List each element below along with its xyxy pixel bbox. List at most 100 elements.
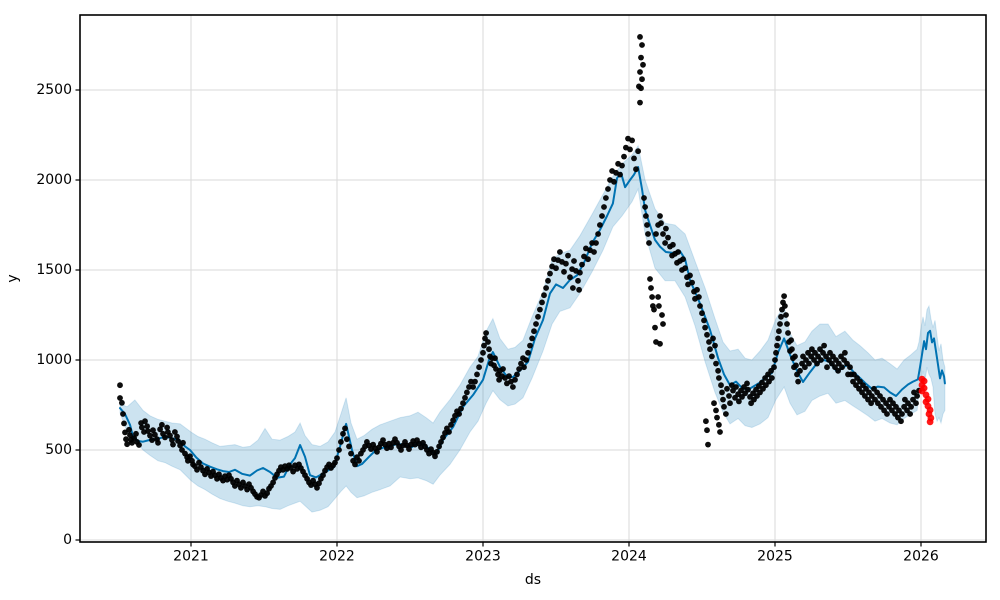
forecast-line-path xyxy=(119,166,946,479)
observed-points-marker xyxy=(570,285,576,291)
observed-points-marker xyxy=(167,432,173,439)
axes-background xyxy=(80,15,986,542)
observed-points-marker xyxy=(806,360,812,367)
observed-points-marker xyxy=(601,204,607,210)
observed-points-marker xyxy=(647,276,653,282)
observed-points-marker xyxy=(506,373,512,380)
observed-points-marker xyxy=(640,61,646,68)
observed-points-marker xyxy=(814,360,820,367)
observed-points-marker xyxy=(462,394,468,401)
observed-points-marker xyxy=(334,455,340,461)
observed-points-marker xyxy=(432,453,438,460)
observed-points-marker xyxy=(599,213,605,219)
observed-points-marker xyxy=(478,357,484,363)
observed-points-marker xyxy=(709,353,715,360)
observed-points-marker xyxy=(605,186,611,192)
observed-points-marker xyxy=(576,286,582,293)
observed-points-marker xyxy=(332,459,338,466)
observed-points-marker xyxy=(336,447,342,453)
observed-points-marker xyxy=(792,353,798,360)
observed-points-marker xyxy=(585,256,591,263)
observed-points-marker xyxy=(537,306,543,313)
observed-points-marker xyxy=(129,439,135,446)
observed-points-marker xyxy=(124,441,130,448)
observed-points-marker xyxy=(162,434,168,441)
observed-points-marker xyxy=(914,393,920,399)
observed-points-marker xyxy=(627,146,633,153)
observed-points-marker xyxy=(774,342,780,349)
observed-points-marker xyxy=(523,357,529,363)
observed-points-marker xyxy=(648,285,654,291)
observed-points-marker xyxy=(119,399,125,406)
observed-points-marker xyxy=(516,366,522,372)
observed-points-marker xyxy=(123,436,129,443)
observed-points-marker xyxy=(775,335,781,342)
observed-points-marker xyxy=(714,414,720,421)
observed-points-marker xyxy=(657,340,663,347)
observed-points-marker xyxy=(470,384,476,390)
observed-points-marker xyxy=(839,364,845,371)
observed-points-marker xyxy=(533,321,539,327)
observed-points-marker xyxy=(545,277,551,284)
y-tick-label: 1000 xyxy=(36,352,72,368)
observed-points-marker xyxy=(468,378,474,385)
observed-points-marker xyxy=(466,384,472,390)
observed-points-marker xyxy=(670,241,676,248)
observed-points-marker xyxy=(543,285,549,291)
observed-points-marker xyxy=(656,303,662,309)
observed-points-marker xyxy=(492,355,498,362)
observed-points-marker xyxy=(577,269,583,276)
observed-points-marker xyxy=(781,293,787,299)
future-actual-points-marker xyxy=(926,418,934,426)
observed-points-marker xyxy=(652,324,658,331)
y-tick-label: 2000 xyxy=(36,172,72,188)
observed-points-marker xyxy=(553,265,559,272)
observed-points-marker xyxy=(643,213,649,219)
observed-points-marker xyxy=(440,434,446,441)
observed-points-marker xyxy=(639,76,645,83)
observed-points-marker xyxy=(617,171,623,178)
observed-points-marker xyxy=(557,249,563,255)
observed-points-marker xyxy=(159,421,165,428)
x-tick-label: 2025 xyxy=(757,549,793,565)
observed-points-marker xyxy=(486,346,492,353)
observed-points-marker xyxy=(782,303,788,309)
observed-points-marker xyxy=(450,417,456,424)
observed-points-marker xyxy=(348,450,354,457)
observed-points-marker xyxy=(597,222,603,228)
observed-points-marker xyxy=(793,362,799,369)
observed-points-marker xyxy=(645,231,651,237)
observed-points-marker xyxy=(342,425,348,432)
observed-points-marker xyxy=(717,429,723,435)
observed-points-marker xyxy=(660,231,666,237)
observed-points-marker xyxy=(133,430,139,437)
y-tick-label: 500 xyxy=(45,442,72,458)
observed-points-marker xyxy=(784,321,790,327)
x-tick-label: 2026 xyxy=(903,549,939,565)
observed-points-marker xyxy=(651,306,657,313)
observed-points-marker xyxy=(476,364,482,371)
observed-points-marker xyxy=(687,272,693,279)
observed-points-marker xyxy=(126,426,132,433)
observed-points-marker xyxy=(711,400,717,407)
observed-points-marker xyxy=(169,437,175,443)
observed-points-marker xyxy=(785,330,791,336)
observed-points-marker xyxy=(821,342,827,349)
observed-points-marker xyxy=(680,256,686,263)
observed-points-marker xyxy=(776,328,782,335)
observed-points-marker xyxy=(117,395,123,401)
observed-points-marker xyxy=(745,386,751,393)
observed-points-marker xyxy=(185,457,191,464)
observed-points-marker xyxy=(868,400,874,407)
observed-points-marker xyxy=(144,423,151,430)
observed-points-marker xyxy=(388,444,394,451)
observed-points-marker xyxy=(727,400,733,407)
observed-points-marker xyxy=(665,234,671,241)
observed-points-marker xyxy=(460,400,466,407)
observed-points-marker xyxy=(769,375,775,381)
observed-points-marker xyxy=(723,411,729,417)
observed-points-marker xyxy=(531,328,537,335)
observed-points-marker xyxy=(480,349,486,356)
observed-points-marker xyxy=(474,371,480,378)
observed-points-marker xyxy=(712,342,718,349)
